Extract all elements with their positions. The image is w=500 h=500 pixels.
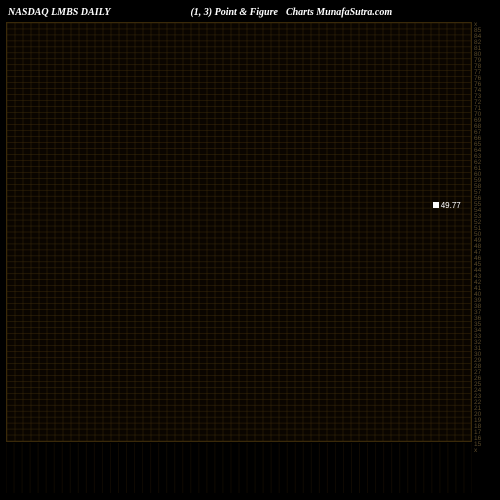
ticker-title: NASDAQ LMBS DAILY bbox=[8, 7, 110, 18]
chart-source: Charts MunafaSutra.com bbox=[286, 7, 392, 18]
yaxis-bottom-marker: x bbox=[474, 448, 498, 454]
chart-grid bbox=[7, 23, 471, 441]
pnf-chart-area: 49.77 bbox=[6, 22, 472, 442]
marker-box-icon bbox=[433, 202, 439, 208]
price-marker: 49.77 bbox=[433, 201, 461, 210]
x-axis-band bbox=[6, 443, 472, 493]
y-axis: x858482818079787776767473727170696867666… bbox=[474, 22, 498, 442]
price-value: 49.77 bbox=[441, 201, 461, 210]
chart-header: NASDAQ LMBS DAILY (1, 3) Point & Figure … bbox=[0, 4, 500, 20]
chart-config: (1, 3) Point & Figure bbox=[190, 7, 278, 18]
